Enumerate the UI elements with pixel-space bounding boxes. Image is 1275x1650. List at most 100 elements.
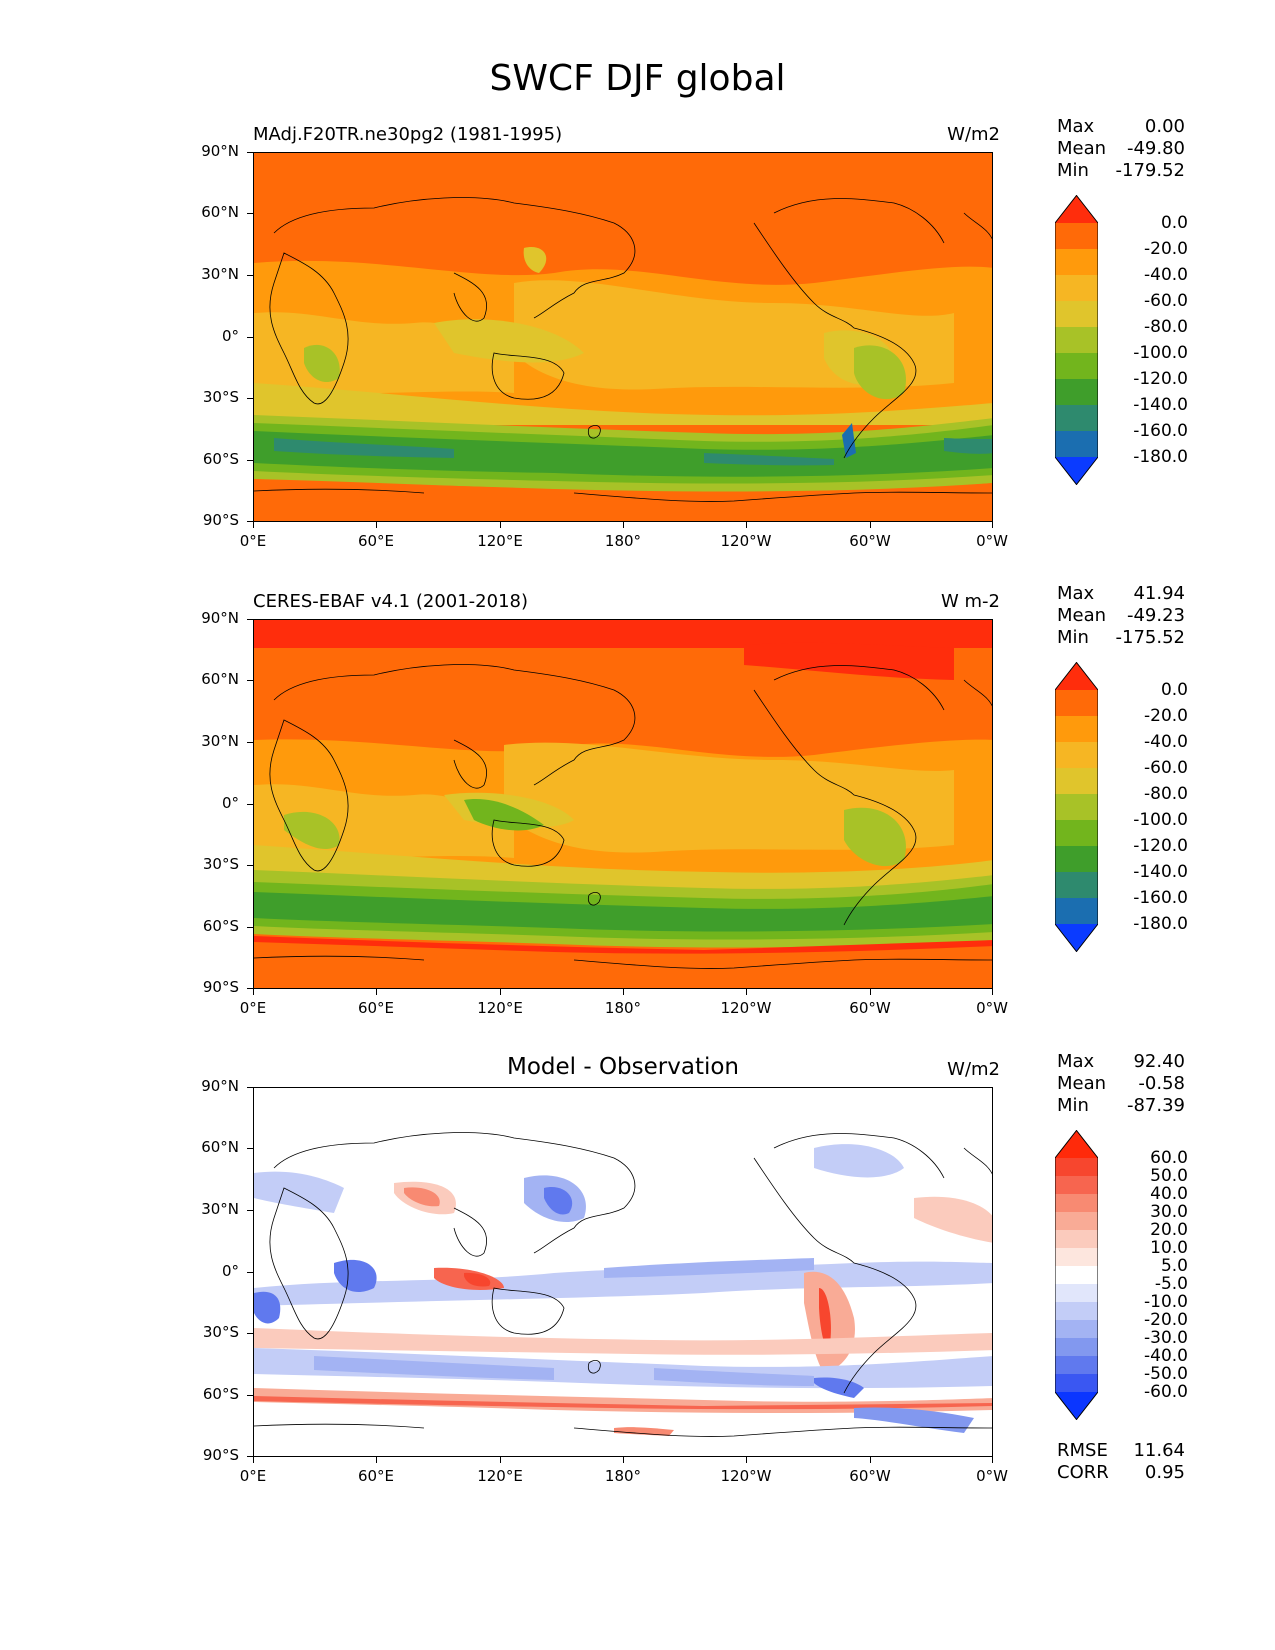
lon-tick-label: 60°E — [357, 999, 395, 1017]
lat-tick-label: 0° — [221, 327, 239, 345]
lon-tick-label: 0°W — [976, 532, 1008, 550]
lon-tick-label: 0°W — [976, 999, 1008, 1017]
colorbar-segment — [1055, 353, 1098, 380]
lon-tick-label: 180° — [604, 1467, 642, 1485]
lon-tick-label: 120°W — [720, 1467, 772, 1485]
colorbar-outline — [1055, 662, 1098, 952]
lon-tick-label: 60°W — [849, 532, 891, 550]
colorbar-tick-label: -30.0 — [1144, 1328, 1188, 1348]
panel-model-stats: Max 0.00 Mean -49.80 Min -179.52 — [1057, 116, 1185, 182]
stat-label: Min — [1057, 627, 1089, 648]
map-obs[interactable] — [253, 619, 993, 989]
lon-tick-label: 120°W — [720, 999, 772, 1017]
colorbar-tick-label: -120.0 — [1133, 836, 1188, 856]
colorbar-segment — [1055, 742, 1098, 769]
lat-tick-label: 30°S — [202, 855, 239, 873]
colorbar-segment — [1055, 716, 1098, 743]
stat-mean: -49.80 — [1126, 138, 1185, 159]
lon-tick-label: 60°W — [849, 1467, 891, 1485]
colorbar-tick-label: -20.0 — [1144, 1310, 1188, 1330]
lat-tick-label: 60°N — [201, 1138, 239, 1156]
panel-model-title: MAdj.F20TR.ne30pg2 (1981-1995) — [253, 124, 563, 145]
lat-tick-label: 30°N — [201, 265, 239, 283]
lon-tick-label: 180° — [604, 532, 642, 550]
stat-label: Max — [1057, 583, 1095, 604]
stat-label: Max — [1057, 116, 1095, 137]
lon-tick-label: 60°E — [357, 1467, 395, 1485]
stat-min: -179.52 — [1115, 160, 1185, 181]
stat-label: Max — [1057, 1051, 1095, 1072]
lon-tick-label: 60°W — [849, 999, 891, 1017]
colorbar-segment — [1055, 275, 1098, 302]
colorbar — [1055, 1130, 1098, 1420]
panel-diff: Model - Observation W/m2 — [0, 1051, 1275, 1515]
stat-max: 41.94 — [1133, 583, 1185, 604]
colorbar-segment — [1055, 1212, 1098, 1231]
colorbar-outline — [1055, 195, 1098, 485]
colorbar — [1055, 662, 1098, 952]
colorbar-segment — [1055, 1356, 1098, 1375]
colorbar-tick-label: -40.0 — [1144, 732, 1188, 752]
colorbar-segment — [1055, 379, 1098, 406]
panel-model-units: W/m2 — [947, 124, 1000, 145]
lon-tick-label: 120°E — [477, 532, 523, 550]
stat-max: 0.00 — [1144, 116, 1185, 137]
colorbar-segment — [1055, 1194, 1098, 1213]
colorbar-tick-label: 40.0 — [1150, 1184, 1188, 1204]
stat-label: Mean — [1057, 1073, 1107, 1094]
lat-tick-label: 30°N — [201, 732, 239, 750]
colorbar-segment — [1055, 431, 1098, 458]
lat-tick-label: 90°S — [202, 978, 239, 996]
lon-tick-label: 0°W — [976, 1467, 1008, 1485]
colorbar-segment — [1055, 794, 1098, 821]
colorbar-tick-label: 0.0 — [1160, 213, 1188, 233]
map-model[interactable] — [253, 152, 993, 522]
lat-tick-label: 90°S — [202, 1446, 239, 1464]
colorbar-tick-label: -50.0 — [1144, 1364, 1188, 1384]
lon-tick-label: 60°E — [357, 532, 395, 550]
lat-tick-label: 0° — [221, 794, 239, 812]
map-obs-field — [254, 620, 992, 988]
colorbar-tick-label: -180.0 — [1133, 447, 1188, 467]
colorbar-segment — [1055, 1158, 1098, 1177]
colorbar-segment — [1055, 1338, 1098, 1357]
stat-mean: -0.58 — [1138, 1073, 1185, 1094]
lat-tick-label: 30°S — [202, 1323, 239, 1341]
colorbar-tick-label: -60.0 — [1144, 758, 1188, 778]
colorbar-segment — [1055, 898, 1098, 925]
colorbar-tick-label: -80.0 — [1144, 317, 1188, 337]
lat-tick-label: 90°N — [201, 1077, 239, 1095]
colorbar-segment — [1055, 846, 1098, 873]
panel-diff-stats: Max 92.40 Mean -0.58 Min -87.39 — [1057, 1051, 1185, 1117]
panel-obs: CERES-EBAF v4.1 (2001-2018) W m-2 — [0, 583, 1275, 1047]
colorbar-segment — [1055, 768, 1098, 795]
lat-tick-label: 60°N — [201, 670, 239, 688]
colorbar — [1055, 195, 1098, 485]
colorbar-tick-label: -140.0 — [1133, 862, 1188, 882]
lon-tick-label: 0°E — [239, 1467, 267, 1485]
map-diff[interactable] — [253, 1087, 993, 1457]
stat-mean: -49.23 — [1126, 605, 1185, 626]
lat-tick-label: 30°N — [201, 1200, 239, 1218]
stat-min: -175.52 — [1115, 627, 1185, 648]
colorbar-extend-top — [1055, 195, 1098, 223]
lat-tick-label: 90°N — [201, 609, 239, 627]
colorbar-extend-top — [1055, 662, 1098, 690]
colorbar-extend-bottom — [1055, 924, 1098, 952]
map-model-field — [254, 153, 992, 521]
colorbar-tick-label: -160.0 — [1133, 421, 1188, 441]
colorbar-segment — [1055, 1302, 1098, 1321]
colorbar-segment — [1055, 223, 1098, 250]
panel-obs-stats: Max 41.94 Mean -49.23 Min -175.52 — [1057, 583, 1185, 649]
colorbar-extend-bottom — [1055, 1392, 1098, 1420]
stat-label: RMSE — [1057, 1440, 1108, 1461]
panel-diff-units: W/m2 — [947, 1059, 1000, 1080]
panel-obs-title: CERES-EBAF v4.1 (2001-2018) — [253, 591, 529, 612]
colorbar-tick-label: 50.0 — [1150, 1166, 1188, 1186]
stat-label: Min — [1057, 1095, 1089, 1116]
colorbar-tick-label: -160.0 — [1133, 888, 1188, 908]
panel-model: MAdj.F20TR.ne30pg2 (1981-1995) W/m2 — [0, 116, 1275, 580]
colorbar-tick-label: -40.0 — [1144, 1346, 1188, 1366]
panel-obs-units: W m-2 — [940, 591, 1000, 612]
lat-tick-label: 60°S — [202, 1385, 239, 1403]
